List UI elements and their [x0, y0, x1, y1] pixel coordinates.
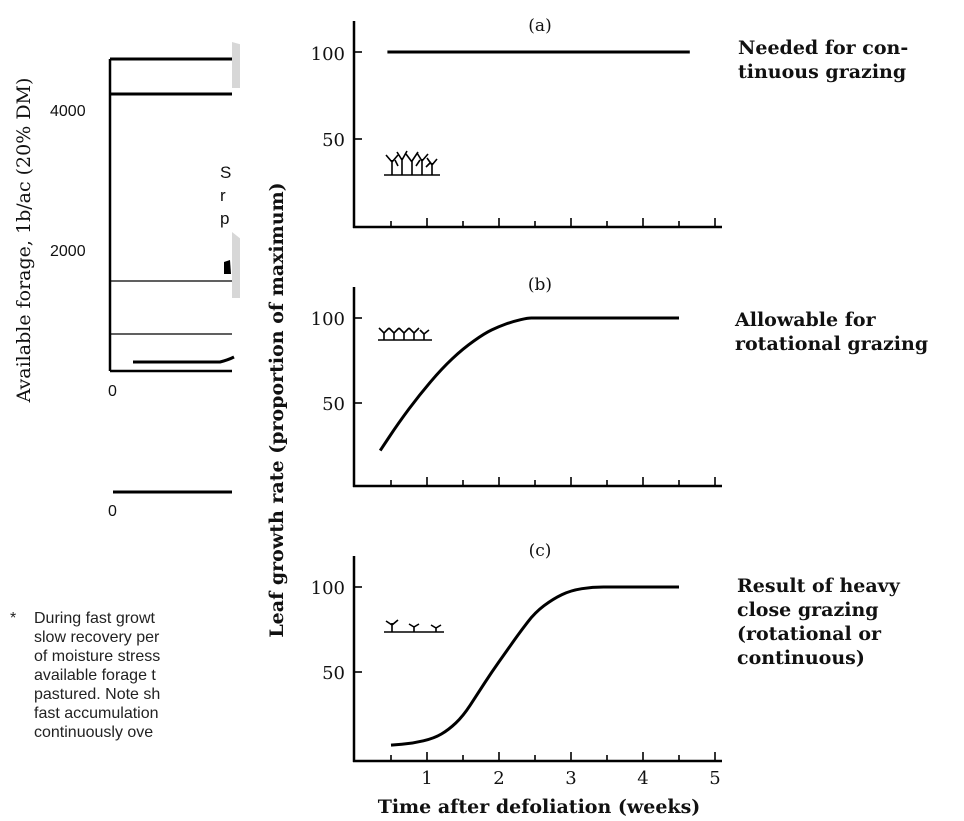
panel-a-y-ticks	[354, 51, 362, 140]
footnote-line-3: of moisture stress	[34, 648, 161, 665]
panel-a-annotation-line-2: tinuous grazing	[738, 61, 906, 83]
background-x-zero-bottom: 0	[108, 503, 117, 520]
panel-c-y-ticks	[354, 586, 362, 673]
panel-b-annotation-line-2: rotational grazing	[735, 333, 928, 355]
footnote-line-5: pastured. Note sh	[34, 686, 161, 703]
background-y-tick-4000: 4000	[50, 103, 86, 120]
footnote-line-4: available forage t	[34, 667, 156, 684]
panel-c-y-tick-50: 50	[322, 663, 345, 684]
background-curve	[133, 355, 235, 364]
panel-c-short-grass-icon	[384, 619, 444, 633]
background-chart: Available forage, 1b/ac (20% DM) 4000 20…	[13, 42, 270, 520]
panel-c-y-tick-100: 100	[311, 578, 345, 599]
panel-b: (b) 100 50 Allowable for rotational graz…	[311, 275, 928, 488]
x-tick-label-3: 3	[565, 768, 576, 789]
x-tick-labels: 1 2 3 4 5	[421, 768, 720, 789]
panel-c-annotation-line-3: (rotational or	[737, 623, 882, 645]
background-x-zero-top: 0	[108, 383, 117, 400]
panel-a-y-tick-50: 50	[322, 130, 345, 151]
panel-b-y-tick-100: 100	[311, 309, 345, 330]
panel-c-annotation-line-2: close grazing	[737, 599, 879, 621]
background-arrow-fragment	[224, 260, 231, 274]
panel-c-annotation-line-4: continuous)	[737, 647, 865, 669]
footnote-line-7: continuously ove	[34, 724, 154, 741]
panel-a-label: (a)	[528, 16, 551, 36]
panel-c-growth-curve	[390, 585, 679, 747]
x-tick-label-4: 4	[637, 768, 648, 789]
panel-b-label: (b)	[528, 275, 552, 295]
panel-b-annotation-line-1: Allowable for	[734, 309, 877, 331]
background-y-axis-label: Available forage, 1b/ac (20% DM)	[13, 78, 35, 404]
x-tick-label-1: 1	[421, 768, 432, 789]
panel-b-growth-curve	[378, 316, 679, 452]
leaf-growth-figure: Leaf growth rate (proportion of maximum)…	[240, 0, 964, 821]
figure-panel-background	[240, 0, 964, 821]
panel-a-x-ticks	[390, 218, 716, 227]
background-y-tick-2000: 2000	[50, 243, 86, 260]
panel-b-y-ticks	[354, 317, 362, 404]
panel-b-y-tick-50: 50	[322, 394, 345, 415]
panel-b-x-ticks	[390, 477, 716, 486]
panel-c-x-ticks	[390, 752, 716, 761]
x-tick-label-5: 5	[709, 768, 720, 789]
footnote-line-6: fast accumulation	[34, 705, 159, 722]
footnote-line-1: During fast growt	[34, 610, 155, 627]
background-cut-text-3: p	[220, 209, 229, 228]
background-cut-text-1: S	[220, 163, 231, 182]
footnote-line-2: slow recovery per	[34, 629, 160, 646]
panel-b-medium-grass-icon	[378, 327, 432, 341]
panel-a-tall-grass-icon	[384, 150, 440, 176]
shared-y-axis-label: Leaf growth rate (proportion of maximum)	[266, 182, 288, 637]
x-tick-label-2: 2	[493, 768, 504, 789]
panel-c-label: (c)	[529, 541, 552, 561]
footnote-marker: *	[10, 610, 17, 627]
panel-c-annotation-line-1: Result of heavy	[737, 575, 901, 597]
panel-c: (c) 100 50 Result of heavy close grazing…	[311, 541, 901, 763]
panel-a: (a) 100 50 Needed for con- tinuous grazi…	[311, 16, 908, 229]
shared-x-axis-label: Time after defoliation (weeks)	[378, 796, 701, 818]
panel-a-y-tick-100: 100	[311, 44, 345, 65]
background-cut-text-2: r	[220, 186, 226, 205]
panel-a-annotation-line-1: Needed for con-	[738, 37, 908, 59]
